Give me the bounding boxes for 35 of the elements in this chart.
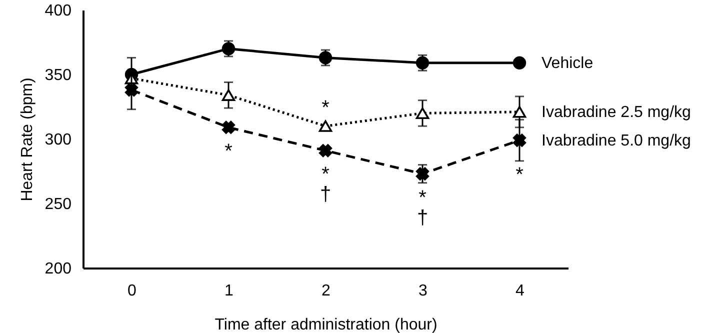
x-axis-title: Time after administration (hour) bbox=[214, 316, 438, 333]
series-label: Ivabradine 2.5 mg/kg bbox=[542, 104, 691, 121]
point bbox=[318, 144, 332, 158]
point bbox=[416, 107, 430, 120]
point bbox=[512, 106, 526, 118]
point bbox=[222, 42, 236, 56]
series-label: Vehicle bbox=[542, 54, 594, 72]
annotation: * bbox=[322, 97, 330, 120]
point bbox=[512, 134, 526, 147]
annotation: * bbox=[516, 164, 524, 186]
x-tick-label: 3 bbox=[418, 282, 428, 300]
x-tick-label: 4 bbox=[516, 282, 525, 300]
point bbox=[318, 51, 332, 64]
annotation: * bbox=[224, 140, 233, 162]
point bbox=[416, 56, 430, 70]
point bbox=[318, 120, 332, 132]
annotation: † bbox=[320, 184, 332, 206]
annotation: † bbox=[416, 206, 428, 229]
x-tick-label: 0 bbox=[128, 282, 137, 300]
point bbox=[124, 83, 138, 97]
y-tick-label: 350 bbox=[44, 67, 72, 84]
point bbox=[222, 89, 236, 101]
point bbox=[222, 120, 236, 134]
annotation: * bbox=[418, 186, 427, 209]
y-axis-title: Heart Rate (bpm) bbox=[18, 78, 36, 202]
x-tick-label: 2 bbox=[322, 282, 331, 300]
annotation: * bbox=[322, 164, 330, 186]
y-tick-label: 250 bbox=[44, 196, 72, 213]
point bbox=[416, 167, 430, 180]
y-tick-label: 200 bbox=[44, 260, 72, 278]
y-tick-label: 300 bbox=[44, 132, 72, 148]
series-label: Ivabradine 5.0 mg/kg bbox=[542, 132, 691, 150]
y-tick-label: 400 bbox=[44, 2, 72, 20]
x-tick-label: 1 bbox=[224, 282, 234, 300]
point bbox=[512, 56, 526, 70]
